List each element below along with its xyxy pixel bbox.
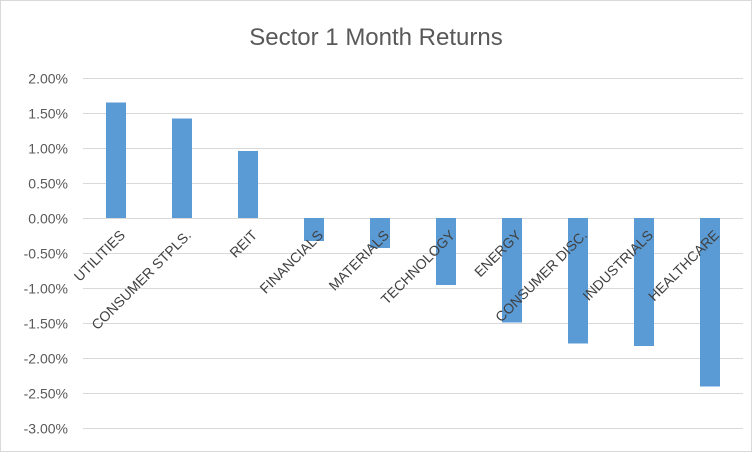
category-label: REIT	[226, 226, 260, 260]
bar	[304, 218, 324, 242]
category-label: UTILITIES	[71, 227, 129, 285]
y-axis-ticks: 2.00% 1.50% 1.00% 0.50% 0.00% -0.50% -1.00% -1.…	[24, 71, 68, 437]
y-tick-label: -3.00%	[24, 421, 68, 437]
category-label: MATERIALS	[325, 227, 392, 294]
y-tick-label: 1.50%	[28, 106, 68, 122]
bar	[634, 218, 654, 347]
bar	[568, 218, 588, 344]
bar	[172, 118, 192, 218]
bar	[106, 102, 126, 218]
bar	[238, 150, 258, 218]
y-tick-label: -0.50%	[24, 246, 68, 262]
y-tick-label: -2.50%	[24, 386, 68, 402]
chart-title: Sector 1 Month Returns	[249, 24, 502, 51]
y-tick-label: -1.50%	[24, 316, 68, 332]
bars	[106, 102, 720, 387]
y-tick-label: 0.50%	[28, 176, 68, 192]
y-tick-label: 2.00%	[28, 71, 68, 87]
y-tick-label: -2.00%	[24, 351, 68, 367]
category-label: FINANCIALS	[256, 227, 326, 297]
bar	[370, 218, 390, 249]
y-tick-label: 0.00%	[28, 211, 68, 227]
y-tick-label: 1.00%	[28, 141, 68, 157]
bar	[700, 218, 720, 387]
bar	[502, 218, 522, 323]
bar	[436, 218, 456, 286]
gridlines	[83, 78, 743, 429]
y-tick-label: -1.00%	[24, 281, 68, 297]
